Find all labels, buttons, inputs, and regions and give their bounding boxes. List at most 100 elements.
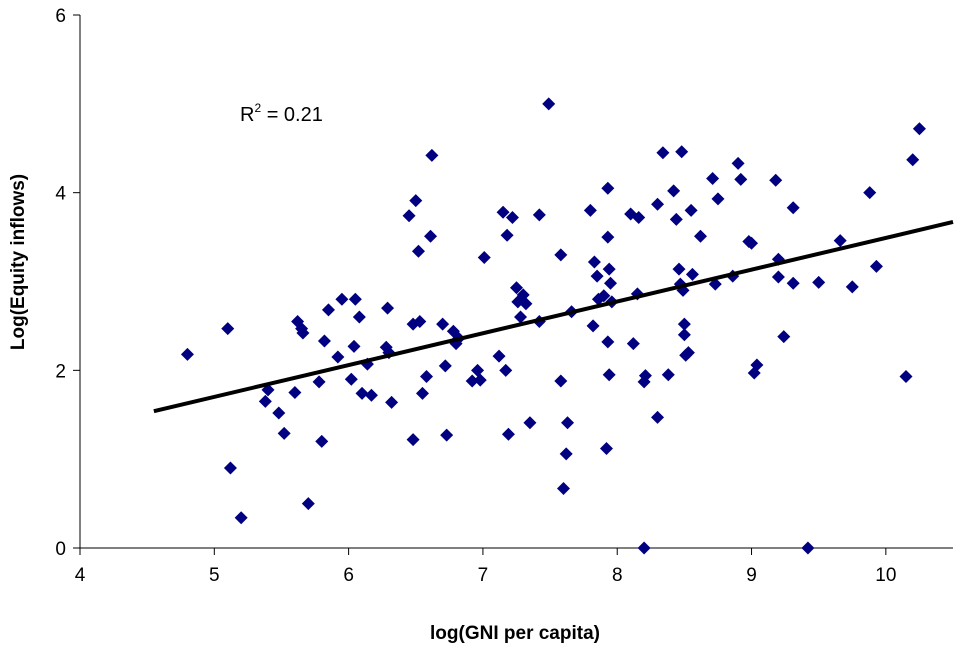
- data-point: [352, 310, 366, 324]
- axes: 0 2 4 6 4 5 6 7 8 9 10: [55, 6, 953, 586]
- data-point: [812, 275, 826, 289]
- data-point: [277, 426, 291, 440]
- data-point: [424, 229, 438, 243]
- data-point: [344, 372, 358, 386]
- data-point: [317, 334, 331, 348]
- data-point: [711, 192, 725, 206]
- data-point: [667, 184, 681, 198]
- data-point: [626, 337, 640, 351]
- data-point: [312, 375, 326, 389]
- r-squared-annotation: R2 = 0.21: [240, 101, 323, 126]
- data-point: [632, 211, 646, 225]
- data-point: [771, 270, 785, 284]
- r-squared-base: R: [240, 104, 254, 126]
- data-point: [833, 234, 847, 248]
- data-point: [899, 370, 913, 384]
- data-point: [637, 541, 651, 555]
- data-point: [331, 350, 345, 364]
- data-point: [381, 301, 395, 315]
- x-tick-label: 10: [875, 565, 896, 586]
- data-point: [602, 368, 616, 382]
- data-point: [583, 203, 597, 217]
- data-point: [258, 394, 272, 408]
- data-point: [532, 208, 546, 222]
- data-point: [750, 358, 764, 372]
- data-point: [601, 335, 615, 349]
- data-point: [496, 205, 510, 219]
- data-point: [415, 386, 429, 400]
- x-tick-label: 8: [612, 565, 623, 586]
- data-point: [288, 386, 302, 400]
- data-point: [685, 267, 699, 281]
- data-point: [420, 370, 434, 384]
- data-point: [906, 153, 920, 167]
- data-point: [801, 541, 815, 555]
- data-point: [223, 461, 237, 475]
- data-point: [651, 197, 665, 211]
- data-point: [777, 330, 791, 344]
- data-point: [597, 289, 611, 303]
- data-point: [675, 145, 689, 159]
- data-point: [672, 262, 686, 276]
- data-point: [438, 359, 452, 373]
- data-point: [651, 410, 665, 424]
- data-point: [465, 374, 479, 388]
- data-point: [425, 148, 439, 162]
- data-point: [656, 146, 670, 160]
- data-point: [519, 297, 533, 311]
- data-point: [473, 373, 487, 387]
- x-tick-label: 9: [746, 565, 757, 586]
- data-point: [863, 186, 877, 200]
- data-point: [542, 97, 556, 111]
- data-point: [557, 481, 571, 495]
- data-point: [638, 369, 652, 383]
- r-squared-value: = 0.21: [261, 104, 323, 126]
- data-point: [234, 511, 248, 525]
- data-points: [180, 97, 926, 555]
- data-point: [301, 497, 315, 511]
- data-point: [669, 212, 683, 226]
- data-point: [180, 347, 194, 361]
- data-point: [348, 292, 362, 306]
- x-axis-title: log(GNI per capita): [430, 623, 600, 644]
- x-tick-label: 7: [478, 565, 489, 586]
- data-point: [734, 172, 748, 186]
- y-tick-label: 2: [55, 361, 66, 382]
- data-point: [590, 269, 604, 283]
- data-point: [769, 173, 783, 187]
- y-tick-label: 6: [55, 6, 66, 27]
- y-tick-label: 0: [55, 539, 66, 560]
- x-axis-ticks: 4 5 6 7 8 9 10: [75, 548, 896, 586]
- data-point: [601, 181, 615, 195]
- data-point: [221, 322, 235, 336]
- data-point: [786, 201, 800, 215]
- data-point: [501, 427, 515, 441]
- x-tick-label: 6: [343, 565, 354, 586]
- data-point: [510, 281, 523, 295]
- x-tick-label: 4: [75, 565, 86, 586]
- data-point: [845, 280, 859, 294]
- data-point: [471, 363, 485, 377]
- data-point: [731, 156, 745, 170]
- data-point: [561, 416, 575, 430]
- data-point: [681, 346, 695, 360]
- data-point: [912, 122, 926, 136]
- data-point: [559, 447, 573, 461]
- trend-line: [153, 220, 954, 414]
- data-point: [411, 244, 425, 258]
- data-point: [706, 171, 720, 185]
- data-point: [499, 363, 513, 377]
- data-point: [677, 328, 691, 342]
- data-point: [604, 276, 618, 290]
- data-point: [385, 395, 399, 409]
- data-point: [599, 442, 613, 456]
- data-point: [296, 326, 310, 340]
- data-point: [523, 416, 537, 430]
- data-point: [335, 292, 349, 306]
- data-point: [315, 434, 329, 448]
- data-point: [601, 230, 615, 244]
- y-axis-title: Log(Equity inflows): [8, 174, 29, 350]
- y-tick-label: 4: [55, 184, 66, 205]
- data-point: [272, 406, 286, 420]
